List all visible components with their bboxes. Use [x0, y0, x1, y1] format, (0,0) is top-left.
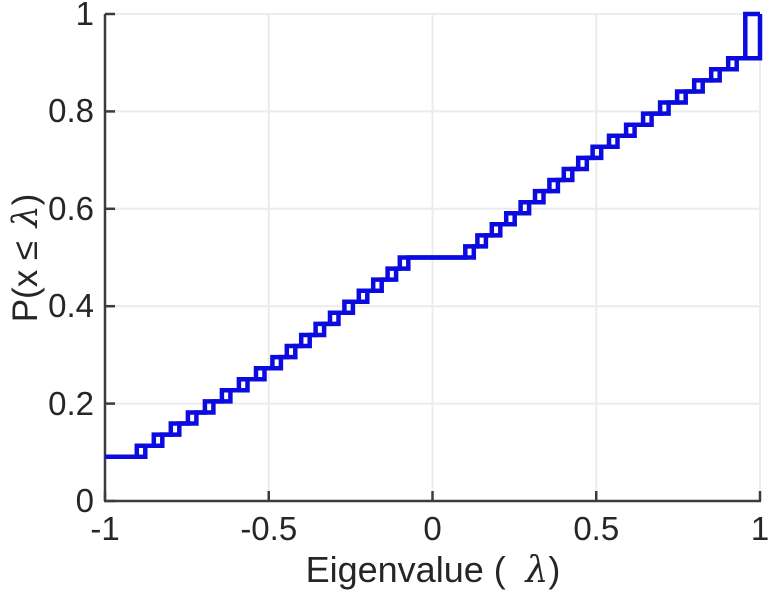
x-tick-label--0.5: -0.5 [240, 510, 298, 547]
x-axis-label-text: Eigenvalue ( [305, 549, 506, 590]
ecdf-curves [105, 11, 763, 459]
y-axis-label: P(x ≤ λ) [6, 194, 46, 323]
lambda-symbol: λ [525, 550, 549, 591]
x-tick-label-0: 0 [423, 510, 442, 547]
x-axis-label: Eigenvalue ( λ) [133, 549, 733, 591]
y-tick-label-1: 1 [75, 0, 94, 32]
tick-marks [103, 12, 762, 503]
y-tick-label-0.8: 0.8 [48, 92, 94, 130]
y-axis-label-close: ) [6, 193, 45, 206]
y-tick-label-0: 0 [75, 482, 94, 519]
y-tick-label-0.6: 0.6 [48, 189, 94, 227]
lambda-symbol: λ [6, 205, 46, 228]
y-axis-label-text: P(x ≤ [6, 240, 45, 323]
x-tick-label-1: 1 [750, 510, 768, 547]
x-axis-label-close: ) [548, 549, 561, 590]
x-tick-label--1: -1 [90, 510, 120, 547]
y-tick-label-0.4: 0.4 [48, 287, 94, 325]
x-tick-label-0.5: 0.5 [573, 510, 620, 547]
ecdf-curve-b [105, 14, 763, 459]
y-tick-label-0.2: 0.2 [48, 384, 94, 422]
